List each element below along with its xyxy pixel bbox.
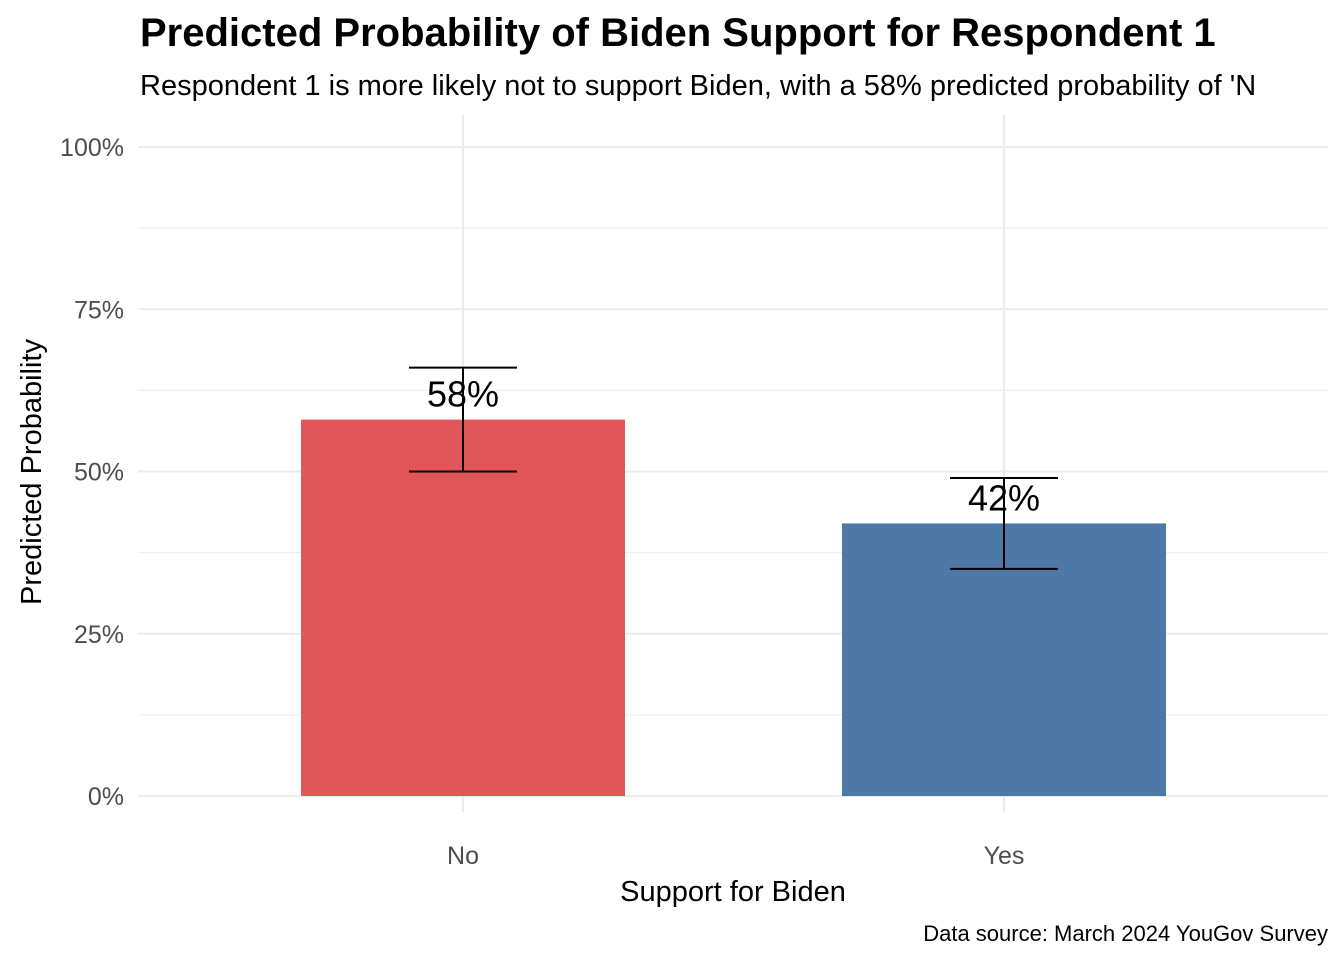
data-label-yes: 42% xyxy=(968,477,1040,518)
y-tick-label: 75% xyxy=(74,296,124,324)
x-axis-ticks: No Yes xyxy=(447,842,1024,870)
data-source-caption: Data source: March 2024 YouGov Survey xyxy=(923,921,1328,946)
y-axis-title: Predicted Probability xyxy=(16,339,48,605)
y-tick-label: 25% xyxy=(74,621,124,649)
bars xyxy=(301,420,1166,796)
y-tick-label: 0% xyxy=(88,783,124,811)
x-axis-title: Support for Biden xyxy=(620,876,846,908)
y-axis-ticks: 0% 25% 50% 75% 100% xyxy=(60,134,124,811)
chart-title: Predicted Probability of Biden Support f… xyxy=(140,11,1216,55)
x-tick-label-no: No xyxy=(447,842,479,870)
y-tick-label: 50% xyxy=(74,459,124,487)
x-tick-label-yes: Yes xyxy=(984,842,1025,870)
bar-no xyxy=(301,420,625,796)
data-label-no: 58% xyxy=(427,374,499,415)
chart-subtitle: Respondent 1 is more likely not to suppo… xyxy=(140,70,1256,102)
y-tick-label: 100% xyxy=(60,134,124,162)
